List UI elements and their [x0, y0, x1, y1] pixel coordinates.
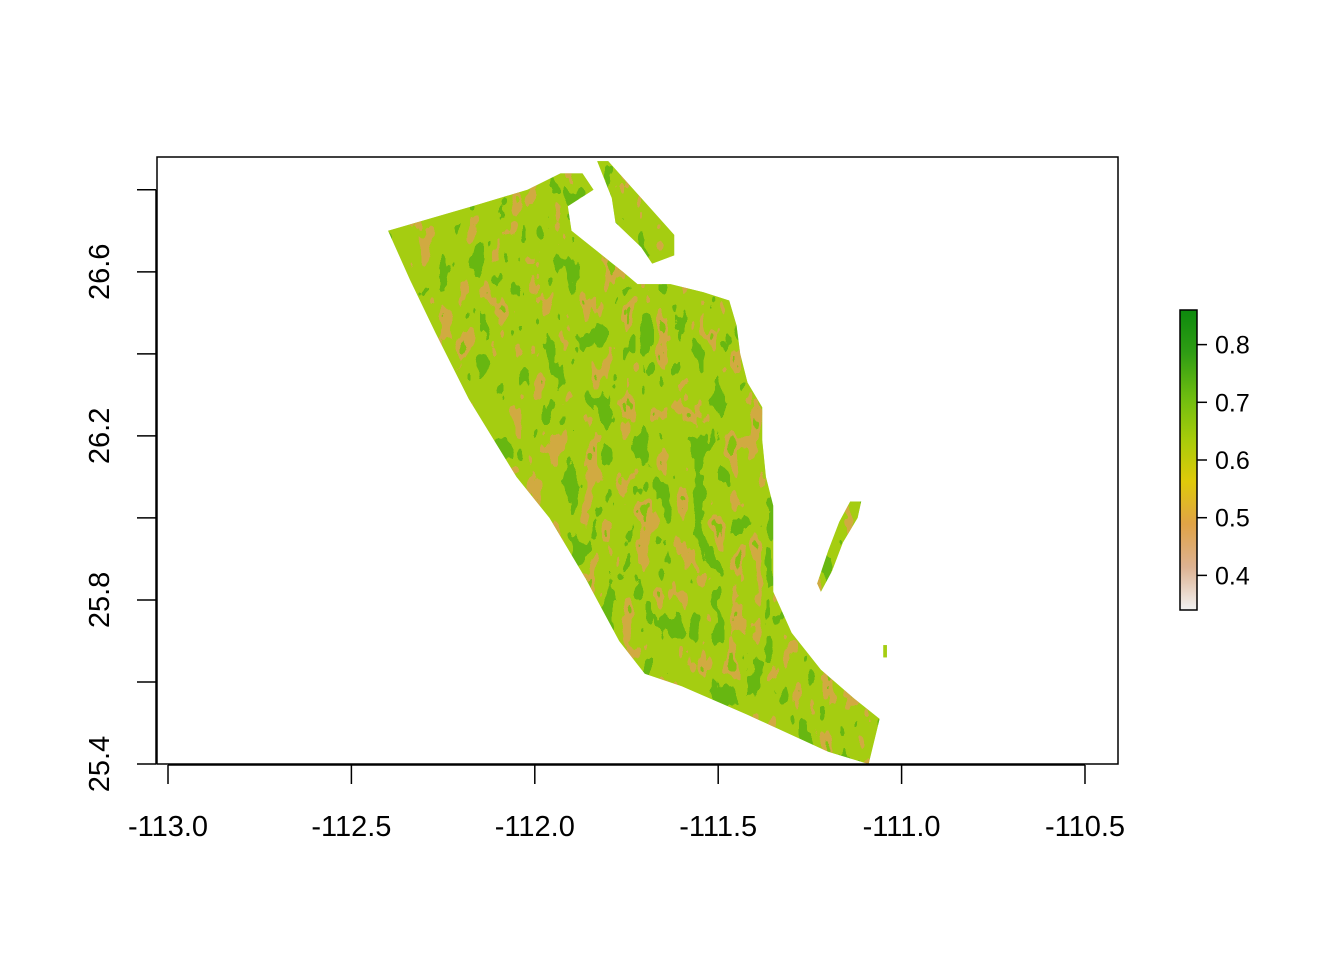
raster-layer [388, 161, 887, 764]
raster-texture [388, 161, 887, 764]
x-tick-label: -111.5 [679, 811, 757, 843]
y-tick-label: 25.8 [84, 572, 116, 628]
x-tick-label: -111.0 [863, 811, 941, 843]
y-tick-label: 26.6 [84, 244, 116, 300]
colorbar-tick-label: 0.8 [1215, 332, 1250, 360]
axes-layer: -113.0 -112.5 -112.0 -111.5 -111.0 -110.5 25.4… [84, 156, 1125, 843]
colorbar [1179, 309, 1198, 611]
colorbar-tick-label: 0.5 [1215, 505, 1250, 533]
x-tick-label: -112.0 [495, 811, 575, 843]
x-tick-label: -113.0 [128, 811, 208, 843]
plot-frame [156, 156, 1119, 765]
colorbar-tick-label: 0.4 [1215, 562, 1250, 590]
colorbar-tick-label: 0.6 [1215, 447, 1250, 475]
colorbar-tick-label: 0.7 [1215, 389, 1250, 417]
colorbar-legend: 0.4 0.5 0.6 0.7 0.8 [1179, 309, 1250, 611]
y-tick-label: 26.2 [84, 408, 116, 464]
x-tick-label: -110.5 [1045, 811, 1125, 843]
x-tick-label: -112.5 [311, 811, 391, 843]
y-tick-label: 25.4 [84, 736, 116, 792]
